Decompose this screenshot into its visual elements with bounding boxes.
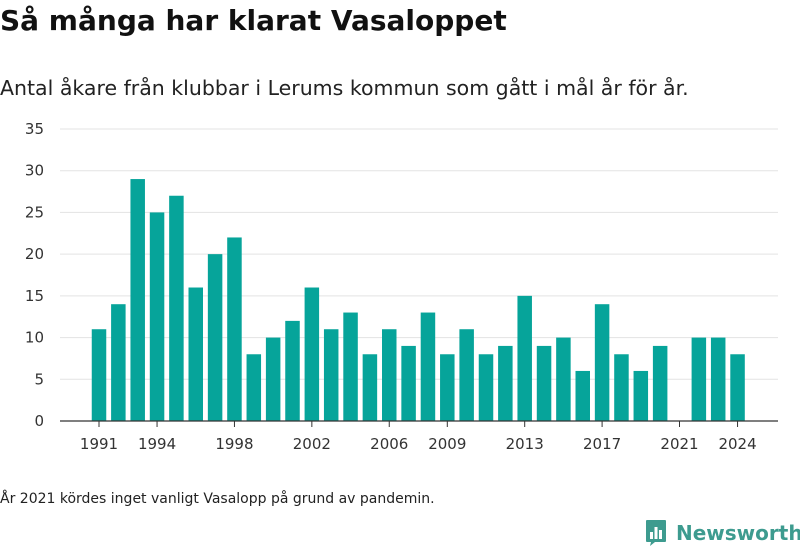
bar-2002 — [304, 287, 320, 421]
bar-2022 — [691, 337, 707, 421]
y-tick-label: 15 — [25, 287, 44, 305]
bar-2013 — [517, 295, 532, 421]
bar-2015 — [556, 337, 571, 421]
x-axis-ticks: 1991 1994 1998 2002 2006 2009 2013 2017 2021 2024 — [80, 421, 757, 453]
gridlines — [60, 128, 778, 380]
bars — [91, 179, 745, 421]
y-tick-label: 25 — [25, 203, 44, 221]
chart-subtitle: Antal åkare från klubbar i Lerums kommun… — [0, 76, 689, 100]
y-axis-ticks: 0 5 10 15 20 25 30 35 — [25, 120, 44, 430]
x-tick-label: 2009 — [428, 435, 466, 453]
y-tick-label: 20 — [25, 245, 44, 263]
bar-1999 — [246, 354, 262, 421]
bar-1998 — [227, 237, 242, 421]
bar-2010 — [459, 329, 474, 421]
y-tick-label: 10 — [25, 329, 44, 347]
x-tick-label: 2017 — [583, 435, 621, 453]
brand-name: Newsworthy — [676, 521, 800, 545]
bar-1991 — [91, 329, 107, 421]
bar-1997 — [207, 254, 223, 421]
y-tick-label: 35 — [25, 120, 44, 138]
footnote: År 2021 kördes inget vanligt Vasalopp på… — [0, 491, 435, 507]
bar-2009 — [440, 354, 455, 421]
bar-2012 — [498, 345, 513, 421]
bar-2005 — [362, 354, 378, 421]
bar-1992 — [111, 304, 126, 421]
bar-2004 — [343, 312, 358, 421]
bar-2008 — [420, 312, 436, 421]
x-tick-label: 2006 — [370, 435, 408, 453]
bar-2006 — [382, 329, 397, 421]
x-tick-label: 2024 — [718, 435, 756, 453]
bar-2019 — [633, 370, 649, 421]
bar-chart-icon — [646, 520, 666, 546]
bar-2020 — [652, 345, 668, 421]
y-tick-label: 0 — [34, 412, 44, 430]
bar-2001 — [285, 320, 300, 421]
x-tick-label: 2002 — [293, 435, 331, 453]
y-tick-label: 5 — [34, 370, 44, 388]
bar-1996 — [188, 287, 203, 421]
x-tick-label: 1994 — [138, 435, 176, 453]
x-tick-label: 2013 — [506, 435, 544, 453]
bar-2023 — [710, 337, 726, 421]
x-tick-label: 1991 — [80, 435, 118, 453]
bar-2017 — [594, 304, 610, 421]
newsworthy-logo: Newsworthy — [645, 518, 800, 548]
bar-2016 — [575, 370, 590, 421]
bar-2000 — [265, 337, 281, 421]
bar-2011 — [478, 354, 494, 421]
chart-title: Så många har klarat Vasaloppet — [0, 4, 507, 37]
y-tick-label: 30 — [25, 162, 44, 180]
bar-2024 — [730, 354, 745, 421]
bar-chart: 0 5 10 15 20 25 30 35 1991 1994 1998 2002 2006 2009 2… — [25, 120, 778, 453]
bar-1995 — [169, 195, 184, 421]
bar-1994 — [149, 212, 165, 421]
x-tick-label: 2021 — [660, 435, 698, 453]
bar-2003 — [323, 329, 339, 421]
bar-2014 — [536, 345, 552, 421]
bar-2007 — [401, 345, 416, 421]
bar-1993 — [130, 179, 145, 421]
bar-2018 — [614, 354, 629, 421]
x-tick-label: 1998 — [215, 435, 253, 453]
